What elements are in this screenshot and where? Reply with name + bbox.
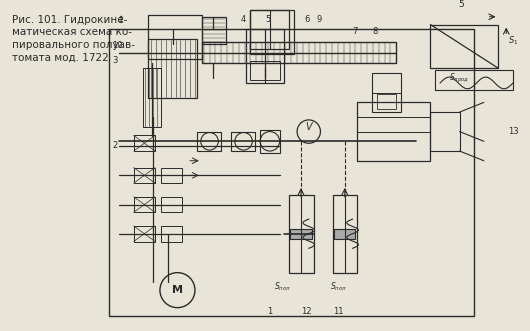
Bar: [134, 167, 155, 183]
Text: 13: 13: [508, 127, 519, 136]
Bar: [134, 197, 155, 212]
Bar: [134, 135, 155, 151]
Bar: [260, 130, 280, 153]
Text: $S_{прод}$: $S_{прод}$: [449, 72, 470, 85]
Bar: [231, 132, 255, 151]
Text: $S_1$: $S_1$: [508, 34, 519, 47]
Text: V: V: [305, 122, 312, 132]
Text: матическая схема ко-: матическая схема ко-: [12, 27, 132, 37]
Text: 8: 8: [372, 26, 377, 35]
Bar: [202, 17, 226, 44]
Text: 1: 1: [267, 307, 272, 316]
Bar: [134, 226, 155, 242]
Bar: [250, 61, 280, 80]
Text: 10: 10: [112, 41, 123, 50]
Text: томата мод. 1722: томата мод. 1722: [12, 53, 109, 63]
Bar: [250, 10, 289, 49]
Bar: [148, 39, 197, 98]
Text: 2: 2: [112, 141, 118, 150]
Text: 5: 5: [265, 15, 270, 24]
Bar: [109, 29, 474, 316]
Bar: [430, 112, 460, 151]
Bar: [202, 42, 396, 64]
Bar: [197, 132, 221, 151]
Text: 3: 3: [112, 56, 118, 65]
Text: 11: 11: [333, 307, 343, 316]
Text: 7: 7: [352, 26, 358, 35]
Bar: [144, 68, 161, 127]
Bar: [333, 195, 357, 273]
Bar: [161, 167, 182, 183]
Text: 4: 4: [241, 15, 246, 24]
Text: ↕: ↕: [117, 15, 125, 25]
Bar: [357, 102, 430, 161]
Bar: [289, 195, 314, 273]
Bar: [430, 24, 499, 68]
Bar: [290, 229, 312, 239]
Bar: [161, 197, 182, 212]
Bar: [334, 229, 356, 239]
Bar: [372, 73, 401, 112]
Text: $S_{пол}$: $S_{пол}$: [330, 280, 347, 293]
Text: М: М: [172, 285, 183, 295]
Text: 9: 9: [316, 15, 322, 24]
Bar: [435, 70, 513, 90]
Text: $S_{пол}$: $S_{пол}$: [274, 280, 291, 293]
Text: 12: 12: [301, 307, 311, 316]
Text: 5: 5: [458, 0, 464, 9]
Bar: [377, 94, 396, 109]
Text: пировального полуав-: пировального полуав-: [12, 40, 135, 50]
Text: Рис. 101. Гидрокине-: Рис. 101. Гидрокине-: [12, 15, 127, 25]
Bar: [245, 29, 285, 83]
Bar: [148, 15, 202, 59]
Bar: [161, 226, 182, 242]
Text: 6: 6: [304, 15, 310, 24]
Bar: [250, 10, 294, 54]
